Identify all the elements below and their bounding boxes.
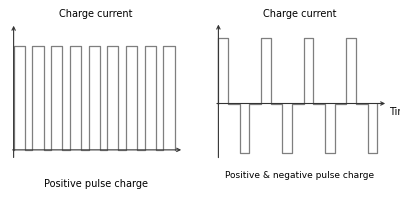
Text: Positive pulse charge: Positive pulse charge: [44, 179, 148, 189]
Title: Charge current: Charge current: [59, 9, 133, 19]
Text: Time: Time: [389, 107, 400, 117]
Text: Positive & negative pulse charge: Positive & negative pulse charge: [226, 171, 374, 180]
Title: Charge current: Charge current: [263, 9, 337, 19]
